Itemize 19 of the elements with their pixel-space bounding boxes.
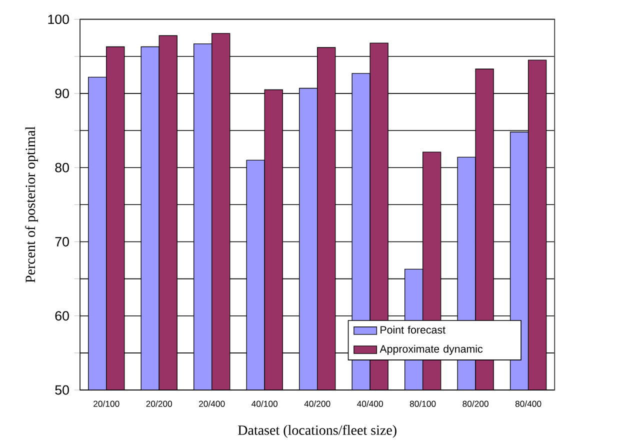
x-tick-label: 20/200: [146, 400, 172, 407]
x-tick-label: 40/200: [304, 400, 330, 407]
x-tick-label: 40/100: [252, 400, 278, 407]
x-tick-label: 20/400: [199, 400, 225, 407]
y-tick-label: 100: [48, 14, 69, 24]
y-tick-label: 50: [55, 385, 69, 395]
x-tick-label: 80/400: [515, 400, 542, 407]
y-tick-label: 60: [55, 311, 69, 321]
x-tick-label: 20/100: [94, 400, 120, 407]
y-axis-title: Percent of posterior optimal: [25, 126, 38, 283]
legend-label: Approximate dynamic: [380, 344, 483, 355]
x-tick-label: 80/100: [410, 400, 436, 407]
x-tick-label: 80/200: [462, 400, 488, 407]
y-tick-label: 70: [55, 237, 69, 246]
x-axis-title: Dataset (locations/fleet size): [238, 424, 396, 438]
x-tick-label: 40/400: [357, 400, 383, 407]
legend-label: Point forecast: [380, 326, 446, 334]
y-tick-label: 90: [55, 88, 69, 98]
y-tick-label: 80: [55, 162, 69, 172]
